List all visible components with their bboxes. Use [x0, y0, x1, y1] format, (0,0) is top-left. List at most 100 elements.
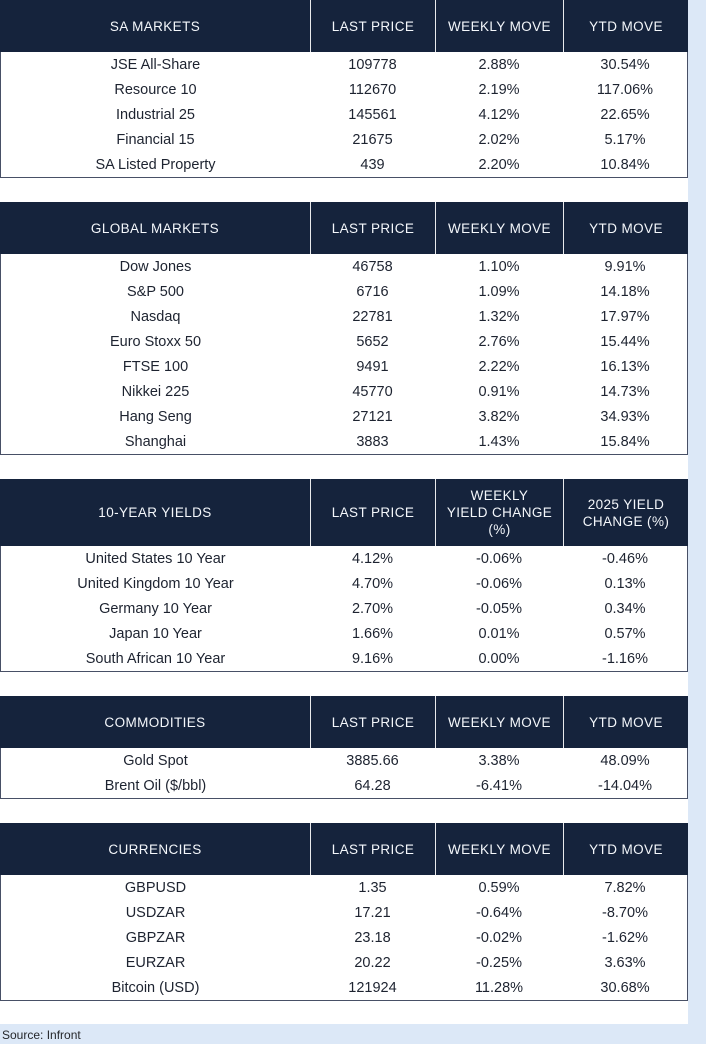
- section-header-row: 10-YEAR YIELDS LAST PRICE WEEKLY YIELD CHA…: [0, 479, 688, 546]
- value-cell: 23.18: [354, 929, 391, 946]
- instrument-name: Euro Stoxx 50: [109, 333, 202, 350]
- table-row: Gold Spot 3885.66 3.38% 48.09%: [1, 748, 687, 773]
- value-cell: -0.46%: [602, 550, 648, 567]
- value-cell: 22.65%: [600, 106, 650, 123]
- column-header: WEEKLY MOVE: [435, 823, 563, 875]
- value-cell: 17.97%: [600, 308, 650, 325]
- value-cell: 1.09%: [478, 283, 520, 300]
- column-header: YTD MOVE: [563, 202, 688, 254]
- value-cell: 2.88%: [478, 56, 520, 73]
- column-header: LAST PRICE: [310, 696, 435, 748]
- value-cell: -1.62%: [602, 929, 648, 946]
- column-header: WEEKLY YIELD CHANGE (%): [435, 479, 563, 546]
- table-row: JSE All-Share 109778 2.88% 30.54%: [1, 52, 687, 77]
- value-cell: 1.32%: [478, 308, 520, 325]
- value-cell: 16.13%: [600, 358, 650, 375]
- instrument-name: United States 10 Year: [85, 550, 226, 567]
- instrument-name: FTSE 100: [122, 358, 189, 375]
- value-cell: 109778: [348, 56, 397, 73]
- value-cell: 7.82%: [604, 879, 646, 896]
- value-cell: 9.91%: [604, 258, 646, 275]
- table-row: FTSE 100 9491 2.22% 16.13%: [1, 354, 687, 379]
- value-cell: -0.06%: [476, 575, 522, 592]
- instrument-name: Brent Oil ($/bbl): [104, 777, 207, 794]
- column-header: YTD MOVE: [563, 0, 688, 52]
- instrument-name: United Kingdom 10 Year: [77, 575, 234, 592]
- value-cell: 14.18%: [600, 283, 650, 300]
- value-cell: 4.12%: [478, 106, 520, 123]
- source-note: Source: Infront: [2, 1028, 81, 1042]
- section-header-row: CURRENCIES LAST PRICE WEEKLY MOVE YTD MOVE: [0, 823, 688, 875]
- value-cell: 3.38%: [478, 752, 520, 769]
- instrument-name: Germany 10 Year: [99, 600, 212, 617]
- column-header: LAST PRICE: [310, 0, 435, 52]
- instrument-name: Resource 10: [114, 81, 197, 98]
- value-cell: 30.54%: [600, 56, 650, 73]
- column-header: YTD MOVE: [563, 696, 688, 748]
- instrument-name: GBPUSD: [124, 879, 187, 896]
- value-cell: -0.06%: [476, 550, 522, 567]
- value-cell: 3883: [356, 433, 389, 450]
- instrument-name: Financial 15: [116, 131, 195, 148]
- section-header-row: SA MARKETS LAST PRICE WEEKLY MOVE YTD MOVE: [0, 0, 688, 52]
- column-header: LAST PRICE: [310, 202, 435, 254]
- instrument-name: Gold Spot: [123, 752, 188, 769]
- column-header: WEEKLY MOVE: [435, 696, 563, 748]
- column-header: LAST PRICE: [310, 479, 435, 546]
- value-cell: 0.01%: [478, 625, 520, 642]
- table-row: Euro Stoxx 50 5652 2.76% 15.44%: [1, 329, 687, 354]
- value-cell: 14.73%: [600, 383, 650, 400]
- table-row: Dow Jones 46758 1.10% 9.91%: [1, 254, 687, 279]
- table-row: Resource 10 112670 2.19% 117.06%: [1, 77, 687, 102]
- table-row: United States 10 Year 4.12% -0.06% -0.46%: [1, 546, 687, 571]
- section-title: GLOBAL MARKETS: [90, 220, 220, 236]
- value-cell: 0.57%: [604, 625, 646, 642]
- value-cell: 30.68%: [600, 979, 650, 996]
- table-row: Industrial 25 145561 4.12% 22.65%: [1, 102, 687, 127]
- table-row: Brent Oil ($/bbl) 64.28 -6.41% -14.04%: [1, 773, 687, 798]
- section-body: Dow Jones 46758 1.10% 9.91% S&P 500 6716 1.09%…: [0, 254, 688, 455]
- instrument-name: Japan 10 Year: [109, 625, 202, 642]
- section-title: SA MARKETS: [109, 18, 201, 34]
- value-cell: -0.25%: [476, 954, 522, 971]
- table-row: United Kingdom 10 Year 4.70% -0.06% 0.13%: [1, 571, 687, 596]
- section-sa-markets: SA MARKETS LAST PRICE WEEKLY MOVE YTD MOVE …: [0, 0, 688, 178]
- value-cell: 45770: [352, 383, 393, 400]
- value-cell: 15.44%: [600, 333, 650, 350]
- value-cell: 117.06%: [596, 81, 654, 98]
- table-row: Hang Seng 27121 3.82% 34.93%: [1, 404, 687, 429]
- value-cell: 2.70%: [351, 600, 394, 617]
- section-title: 10-YEAR YIELDS: [98, 505, 212, 520]
- section-title: CURRENCIES: [108, 841, 202, 857]
- value-cell: -0.64%: [476, 904, 522, 921]
- table-row: USDZAR 17.21 -0.64% -8.70%: [1, 900, 687, 925]
- value-cell: 3.63%: [604, 954, 646, 971]
- table-row: Germany 10 Year 2.70% -0.05% 0.34%: [1, 596, 687, 621]
- value-cell: 0.91%: [478, 383, 520, 400]
- value-cell: 145561: [348, 106, 397, 123]
- table-row: S&P 500 6716 1.09% 14.18%: [1, 279, 687, 304]
- value-cell: 1.66%: [351, 625, 394, 642]
- value-cell: 10.84%: [600, 156, 650, 173]
- value-cell: 3885.66: [346, 752, 399, 769]
- instrument-name: S&P 500: [127, 283, 184, 300]
- instrument-name: GBPZAR: [125, 929, 186, 946]
- value-cell: 5652: [356, 333, 389, 350]
- value-cell: 0.59%: [478, 879, 520, 896]
- table-row: Financial 15 21675 2.02% 5.17%: [1, 127, 687, 152]
- table-row: GBPZAR 23.18 -0.02% -1.62%: [1, 925, 687, 950]
- value-cell: 0.13%: [604, 575, 646, 592]
- value-cell: -6.41%: [476, 777, 522, 794]
- section-ten-year-yields: 10-YEAR YIELDS LAST PRICE WEEKLY YIELD CHA…: [0, 479, 688, 672]
- table-row: Nasdaq 22781 1.32% 17.97%: [1, 304, 687, 329]
- value-cell: -0.05%: [476, 600, 522, 617]
- value-cell: 121924: [348, 979, 397, 996]
- value-cell: 2.22%: [478, 358, 520, 375]
- value-cell: 5.17%: [604, 131, 646, 148]
- value-cell: 48.09%: [600, 752, 650, 769]
- value-cell: 2.20%: [478, 156, 520, 173]
- value-cell: 20.22: [354, 954, 391, 971]
- value-cell: 439: [360, 156, 385, 173]
- value-cell: 21675: [352, 131, 393, 148]
- value-cell: -8.70%: [602, 904, 648, 921]
